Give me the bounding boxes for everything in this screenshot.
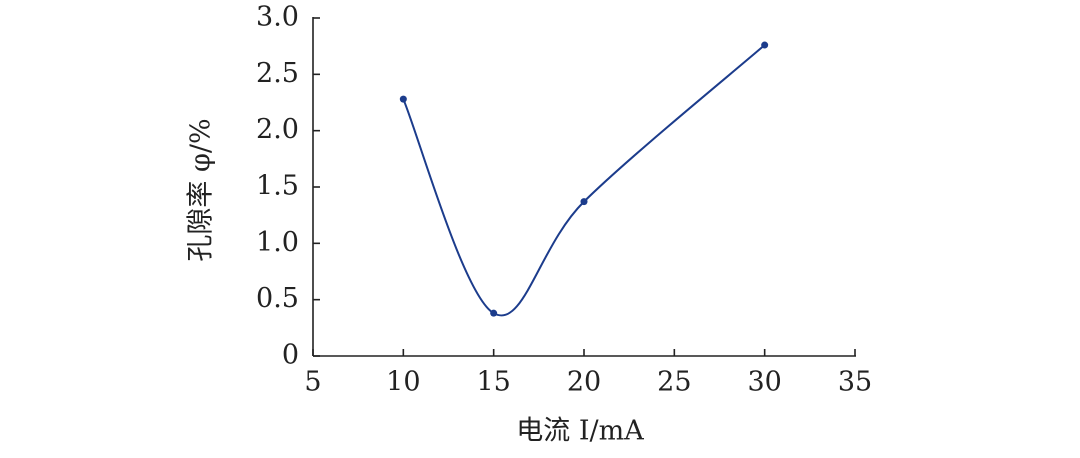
y-tick-label: 2.0 [256, 114, 299, 145]
y-tick-label: 1.0 [256, 227, 299, 258]
x-tick-label: 30 [747, 367, 781, 398]
x-tick-label: 25 [657, 367, 691, 398]
x-tick-label: 15 [476, 367, 510, 398]
x-tick-label: 5 [304, 367, 321, 398]
y-axis-label: 孔隙率 φ/% [186, 118, 217, 261]
point [399, 95, 407, 103]
x-tick-label: 20 [567, 367, 601, 398]
line [402, 44, 766, 317]
x-tick-label: 35 [838, 367, 872, 398]
point [580, 198, 588, 206]
y-tick-label: 0 [282, 340, 299, 371]
x-tick-label: 10 [386, 367, 420, 398]
point [490, 309, 498, 317]
y-tick-label: 2.5 [256, 58, 299, 89]
y-tick-label: 3.0 [256, 2, 299, 33]
y-tick-label: 0.5 [256, 283, 299, 314]
x-axis-label: 电流 I/mA [516, 416, 644, 447]
point [761, 41, 769, 49]
y-tick-label: 1.5 [256, 171, 299, 202]
